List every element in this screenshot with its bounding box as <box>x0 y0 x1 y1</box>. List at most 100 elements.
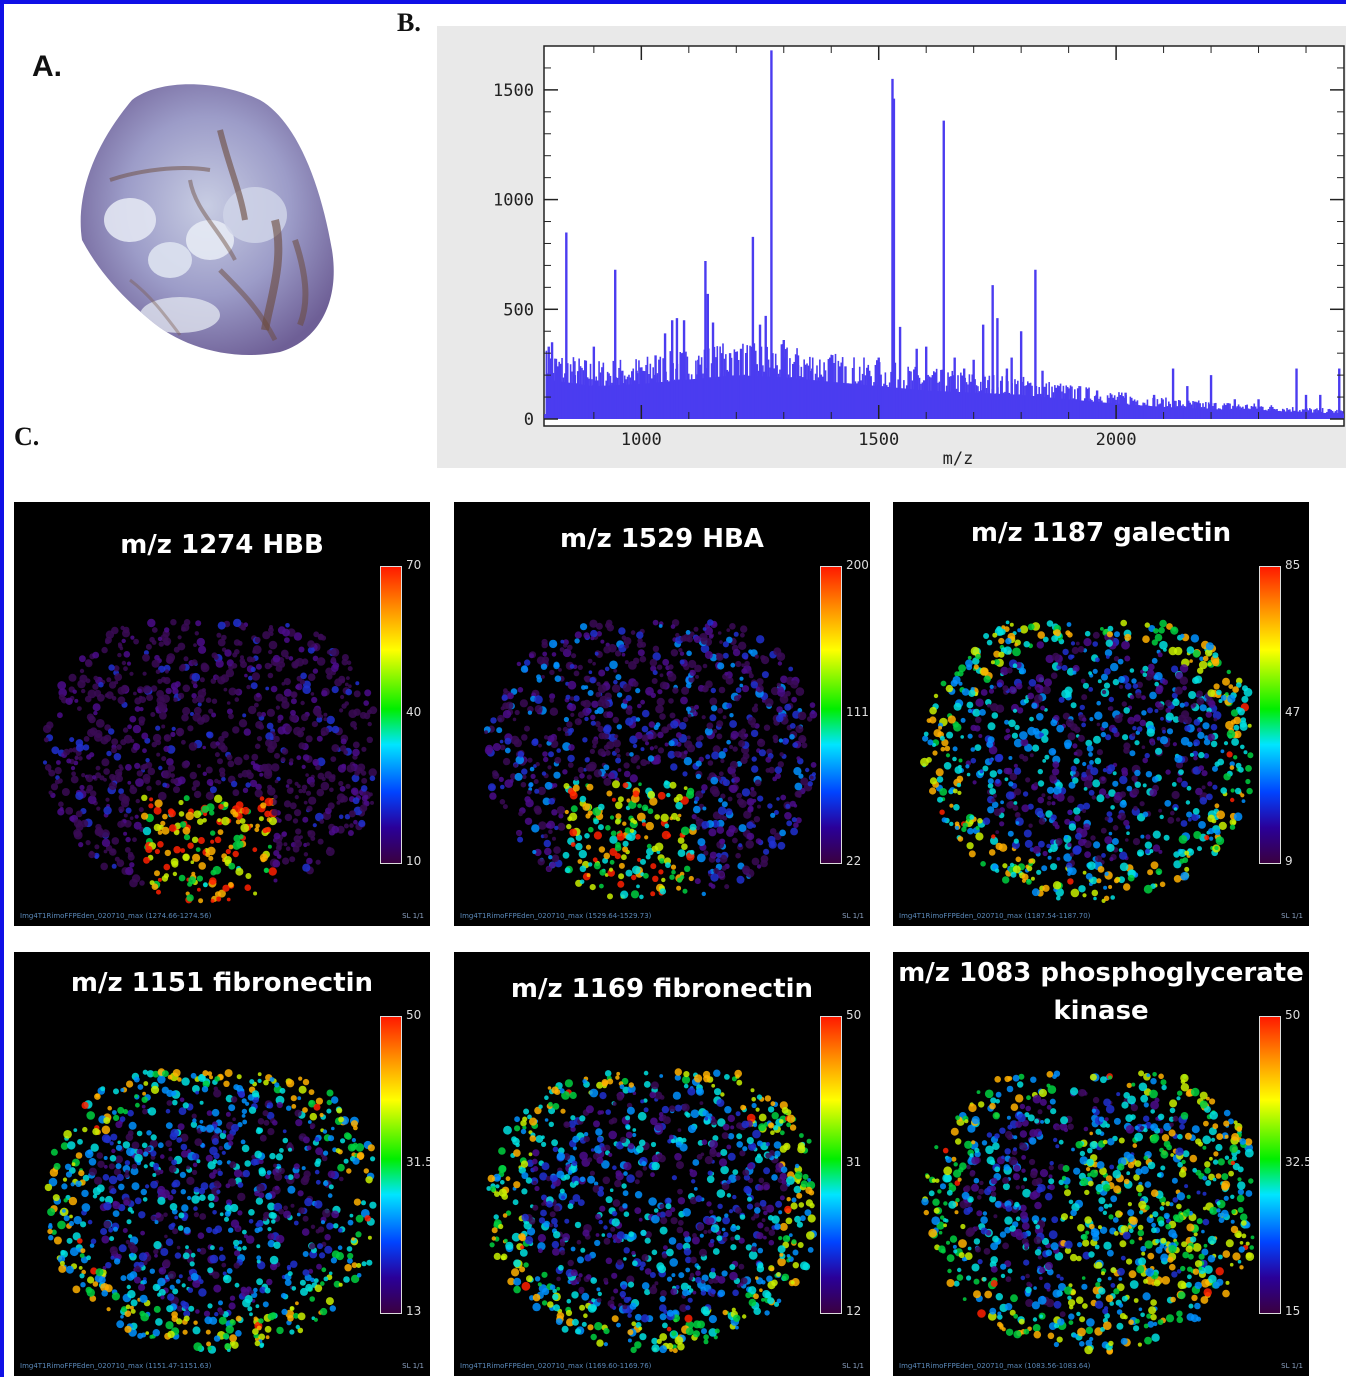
intensity-pixel <box>1212 658 1220 667</box>
intensity-pixel <box>211 1108 220 1117</box>
intensity-pixel <box>557 822 566 831</box>
intensity-pixel <box>281 696 288 703</box>
intensity-pixel <box>275 1095 285 1105</box>
intensity-pixel <box>256 1325 262 1331</box>
intensity-pixel <box>343 1132 351 1140</box>
intensity-pixel <box>738 799 747 808</box>
intensity-pixel <box>638 782 642 786</box>
intensity-pixel <box>171 1181 178 1188</box>
intensity-pixel <box>157 636 163 642</box>
intensity-pixel <box>597 748 606 756</box>
intensity-pixel <box>1094 757 1102 765</box>
intensity-pixel <box>702 686 708 693</box>
intensity-pixel <box>310 692 315 696</box>
intensity-pixel <box>113 1258 121 1265</box>
intensity-pixel <box>301 764 306 769</box>
intensity-pixel <box>724 884 730 890</box>
intensity-pixel <box>1023 641 1030 648</box>
intensity-pixel <box>1155 747 1163 755</box>
intensity-pixel <box>338 1282 343 1287</box>
intensity-pixel <box>281 748 289 755</box>
intensity-pixel <box>920 757 929 767</box>
intensity-pixel <box>294 781 299 786</box>
intensity-pixel <box>1110 662 1119 672</box>
intensity-pixel <box>300 1287 308 1296</box>
intensity-pixel <box>599 883 604 889</box>
intensity-pixel <box>193 643 197 647</box>
intensity-pixel <box>336 825 345 834</box>
intensity-pixel <box>301 784 308 791</box>
intensity-pixel <box>1112 771 1117 776</box>
intensity-pixel <box>1121 640 1130 650</box>
intensity-pixel <box>331 725 340 734</box>
intensity-pixel <box>236 840 244 849</box>
intensity-pixel <box>989 770 997 778</box>
intensity-pixel <box>298 1076 303 1081</box>
intensity-pixel <box>1119 862 1129 872</box>
intensity-pixel <box>113 1226 118 1232</box>
intensity-pixel <box>324 771 333 779</box>
intensity-pixel <box>961 826 967 833</box>
intensity-pixel <box>1052 881 1062 890</box>
intensity-pixel <box>1090 835 1096 841</box>
intensity-pixel <box>1104 816 1109 821</box>
intensity-pixel <box>324 1245 333 1254</box>
intensity-pixel <box>524 725 530 732</box>
intensity-pixel <box>1245 765 1252 772</box>
intensity-pixel <box>259 1342 265 1347</box>
intensity-pixel <box>953 804 960 811</box>
intensity-pixel <box>192 1118 197 1123</box>
intensity-pixel <box>1021 873 1029 881</box>
intensity-pixel <box>987 722 996 731</box>
intensity-pixel <box>1006 667 1013 674</box>
intensity-pixel <box>1208 700 1216 708</box>
intensity-pixel <box>568 762 574 768</box>
intensity-pixel <box>287 1174 294 1180</box>
intensity-pixel <box>337 1227 343 1233</box>
intensity-pixel <box>307 673 316 681</box>
intensity-pixel <box>206 1341 212 1347</box>
intensity-pixel <box>1212 652 1219 659</box>
intensity-pixel <box>704 626 713 636</box>
intensity-pixel <box>99 775 105 781</box>
intensity-pixel <box>146 694 154 701</box>
intensity-pixel <box>194 631 199 636</box>
intensity-pixel <box>214 836 222 844</box>
intensity-pixel <box>108 681 117 689</box>
intensity-pixel <box>157 841 164 848</box>
intensity-pixel <box>214 778 219 784</box>
intensity-pixel <box>543 833 548 839</box>
intensity-pixel <box>268 867 277 876</box>
intensity-pixel <box>1151 657 1158 664</box>
intensity-pixel <box>1093 841 1101 849</box>
intensity-pixel <box>502 757 511 766</box>
intensity-pixel <box>347 1252 354 1260</box>
intensity-pixel <box>1042 636 1049 643</box>
intensity-pixel <box>609 848 618 856</box>
intensity-pixel <box>210 898 215 903</box>
intensity-pixel <box>1108 831 1113 836</box>
intensity-pixel <box>677 837 685 844</box>
intensity-pixel <box>947 715 956 724</box>
intensity-pixel <box>190 1072 197 1079</box>
intensity-pixel <box>966 772 971 777</box>
intensity-pixel <box>83 736 90 742</box>
intensity-pixel <box>72 747 78 753</box>
intensity-pixel <box>549 669 555 676</box>
intensity-pixel <box>80 1282 86 1288</box>
intensity-pixel <box>337 1163 345 1172</box>
intensity-pixel <box>1193 739 1200 747</box>
intensity-pixel <box>275 845 282 851</box>
intensity-pixel <box>103 1117 111 1124</box>
intensity-pixel <box>326 1089 334 1097</box>
intensity-pixel <box>637 637 643 644</box>
intensity-pixel <box>586 783 594 791</box>
intensity-pixel <box>103 849 108 854</box>
intensity-pixel <box>302 1107 308 1113</box>
intensity-pixel <box>298 1085 307 1094</box>
intensity-pixel <box>1031 702 1038 709</box>
intensity-pixel <box>255 1222 260 1228</box>
intensity-pixel <box>1144 848 1150 854</box>
intensity-pixel <box>366 736 373 743</box>
intensity-pixel <box>48 1235 54 1241</box>
